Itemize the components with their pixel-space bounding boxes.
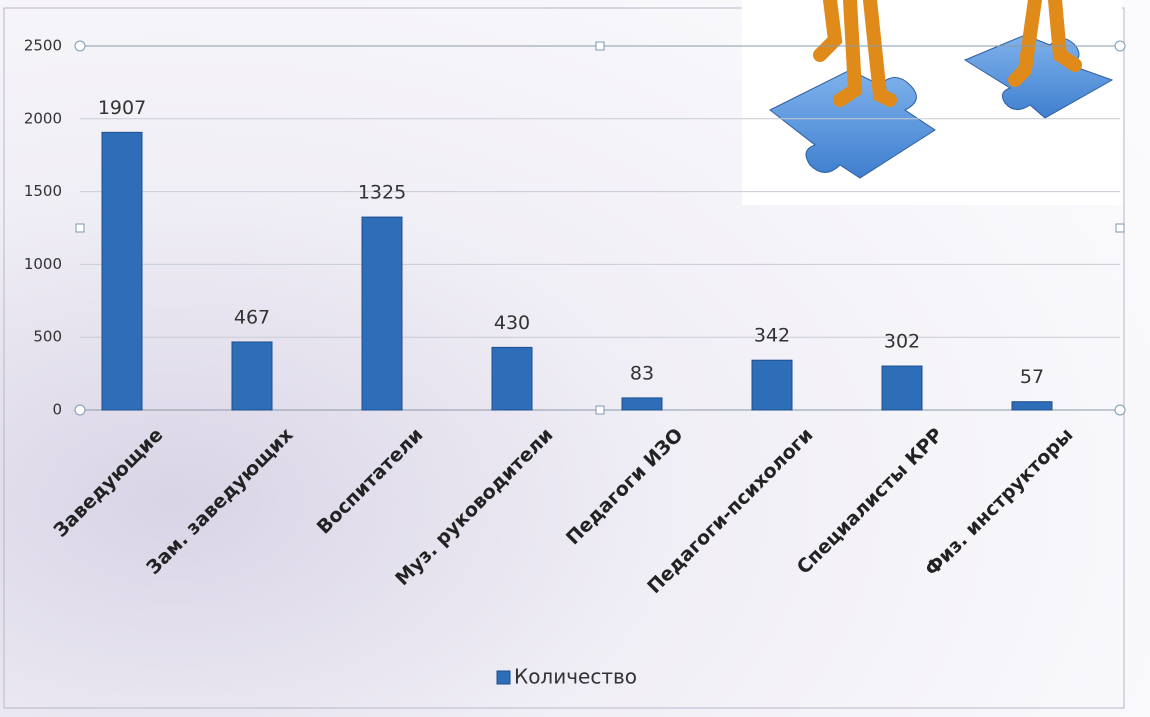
data-label: 342 bbox=[754, 325, 790, 347]
bar bbox=[231, 341, 273, 411]
data-label: 1325 bbox=[358, 182, 406, 204]
bar bbox=[621, 397, 663, 411]
data-label: 302 bbox=[884, 331, 920, 353]
data-label: 430 bbox=[494, 312, 530, 334]
figure bbox=[813, 0, 897, 107]
bar bbox=[1011, 401, 1053, 411]
bar bbox=[361, 216, 403, 411]
handle bbox=[1115, 223, 1125, 233]
legend-label: Количество bbox=[514, 665, 637, 689]
handle bbox=[1114, 404, 1126, 416]
data-label: 1907 bbox=[98, 97, 146, 119]
data-label: 467 bbox=[234, 307, 270, 329]
handle bbox=[74, 40, 86, 52]
figure bbox=[1008, 0, 1082, 87]
data-label: 83 bbox=[630, 362, 654, 384]
data-label: 57 bbox=[1020, 366, 1044, 388]
y-tick-label: 2500 bbox=[24, 37, 62, 55]
y-tick-label: 1500 bbox=[24, 182, 62, 200]
legend-swatch bbox=[496, 670, 511, 685]
handle bbox=[595, 41, 605, 51]
handle bbox=[1114, 40, 1126, 52]
bar bbox=[101, 131, 143, 411]
handle bbox=[75, 223, 85, 233]
bar bbox=[491, 346, 533, 411]
y-tick-label: 1000 bbox=[24, 255, 62, 273]
bar bbox=[881, 365, 923, 411]
chart-frame bbox=[3, 7, 1125, 709]
handle bbox=[74, 404, 86, 416]
handle bbox=[595, 405, 605, 415]
y-tick-label: 0 bbox=[52, 401, 62, 419]
y-tick-label: 500 bbox=[33, 328, 62, 346]
bar bbox=[751, 359, 793, 411]
decoration bbox=[742, 0, 1122, 205]
selection-handles bbox=[74, 40, 1126, 416]
y-tick-label: 2000 bbox=[24, 109, 62, 127]
